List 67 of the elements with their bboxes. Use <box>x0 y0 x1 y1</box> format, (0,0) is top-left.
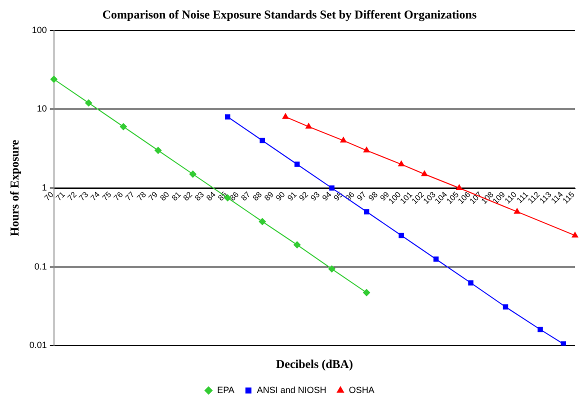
x-tick-label: 73 <box>77 190 90 203</box>
y-tick-label: 10 <box>36 104 47 114</box>
x-tick-label: 80 <box>158 190 172 203</box>
point <box>538 326 543 332</box>
x-tick-label: 93 <box>308 190 322 203</box>
point <box>154 146 162 154</box>
point <box>294 162 300 167</box>
point <box>514 208 520 214</box>
x-tick-label: 82 <box>182 190 195 203</box>
point <box>572 232 578 238</box>
x-tick-label: 88 <box>251 190 264 203</box>
point <box>398 232 404 238</box>
legend-label: EPA <box>217 384 234 395</box>
x-tick-label: 90 <box>274 190 288 203</box>
x-tick-label: 89 <box>262 190 276 203</box>
point <box>260 138 265 144</box>
x-tick-label: 72 <box>66 190 79 203</box>
legend-label: OSHA <box>348 384 374 395</box>
x-tick-label: 78 <box>135 190 148 203</box>
point <box>329 185 334 191</box>
point <box>363 146 370 152</box>
point <box>364 209 370 214</box>
point <box>120 123 127 130</box>
point <box>363 289 370 296</box>
x-tick-label: 98 <box>366 190 380 203</box>
y-tick-label: 1 <box>42 182 47 192</box>
x-tick-label: 75 <box>100 190 114 203</box>
y-tick-label: 0.1 <box>34 261 47 272</box>
point <box>50 76 58 83</box>
x-tick-label: 71 <box>54 190 68 203</box>
x-tick-label: 84 <box>204 190 218 203</box>
point <box>294 241 301 248</box>
legend-label: ANSI and NIOSH <box>256 384 326 395</box>
x-tick-label: 83 <box>193 190 206 203</box>
point <box>560 341 566 346</box>
x-tick-label: 79 <box>146 190 160 203</box>
point <box>85 99 92 106</box>
x-axis-title: Decibels (dBA) <box>276 356 353 371</box>
x-tick-label: 94 <box>320 190 334 203</box>
x-tick-label: 91 <box>286 190 299 203</box>
point <box>328 265 336 272</box>
x-tick-label: 86 <box>228 190 241 203</box>
x-tick-label: 81 <box>170 190 184 203</box>
point <box>433 256 439 262</box>
x-tick-label: 110 <box>503 190 519 206</box>
x-tick-label: 87 <box>239 190 253 203</box>
x-tick-label: 97 <box>355 190 368 203</box>
point <box>456 184 462 190</box>
x-tick-label: 92 <box>297 190 310 203</box>
chart-title: Comparison of Noise Exposure Standards Set by Different Organizations <box>102 7 477 22</box>
point <box>340 137 347 143</box>
point <box>282 113 289 119</box>
point <box>258 218 266 226</box>
y-tick-label: 100 <box>32 24 47 35</box>
point <box>398 160 404 166</box>
point <box>306 123 312 129</box>
point <box>224 114 230 120</box>
point <box>502 304 508 310</box>
x-tick-label: 77 <box>124 190 137 203</box>
y-tick-label: 0.01 <box>29 340 47 350</box>
x-tick-label: 74 <box>88 190 102 203</box>
point <box>189 170 196 178</box>
x-tick-label: 70 <box>42 190 56 203</box>
x-tick-label: 76 <box>112 190 126 203</box>
point <box>468 280 474 286</box>
y-axis-title: Hours of Exposure <box>7 139 22 236</box>
point <box>421 170 428 176</box>
